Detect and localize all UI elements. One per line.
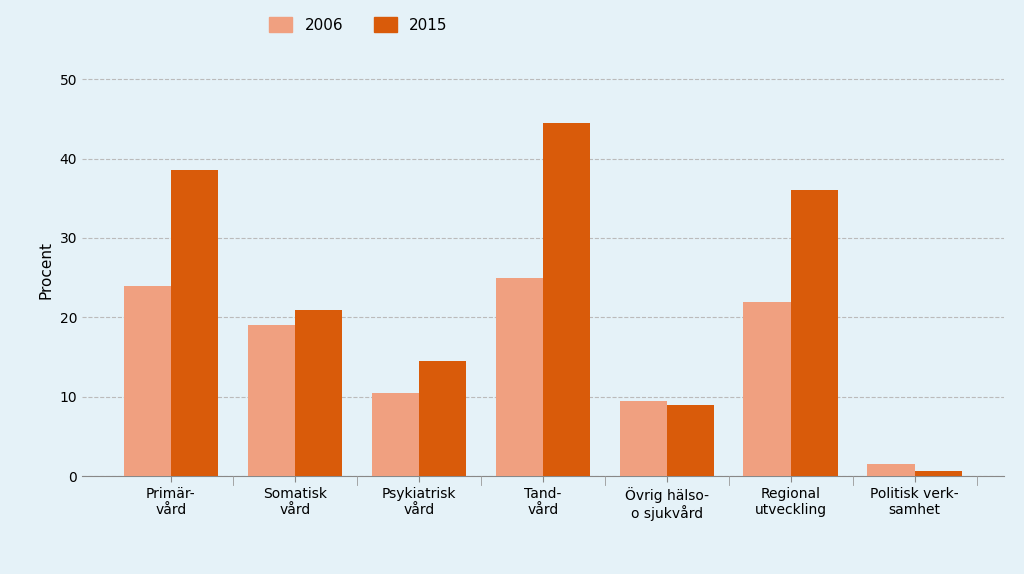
Bar: [667, 405, 714, 476]
Y-axis label: Procent: Procent: [39, 241, 54, 299]
Bar: [867, 464, 914, 476]
Bar: [295, 309, 342, 476]
Bar: [419, 361, 466, 476]
Bar: [171, 170, 218, 476]
Bar: [791, 191, 838, 476]
Bar: [914, 471, 962, 476]
Legend: 2006, 2015: 2006, 2015: [263, 10, 454, 38]
Bar: [248, 325, 295, 476]
Bar: [496, 278, 543, 476]
Bar: [620, 401, 667, 476]
Bar: [543, 123, 590, 476]
Bar: [743, 301, 791, 476]
Bar: [124, 286, 171, 476]
Bar: [372, 393, 419, 476]
